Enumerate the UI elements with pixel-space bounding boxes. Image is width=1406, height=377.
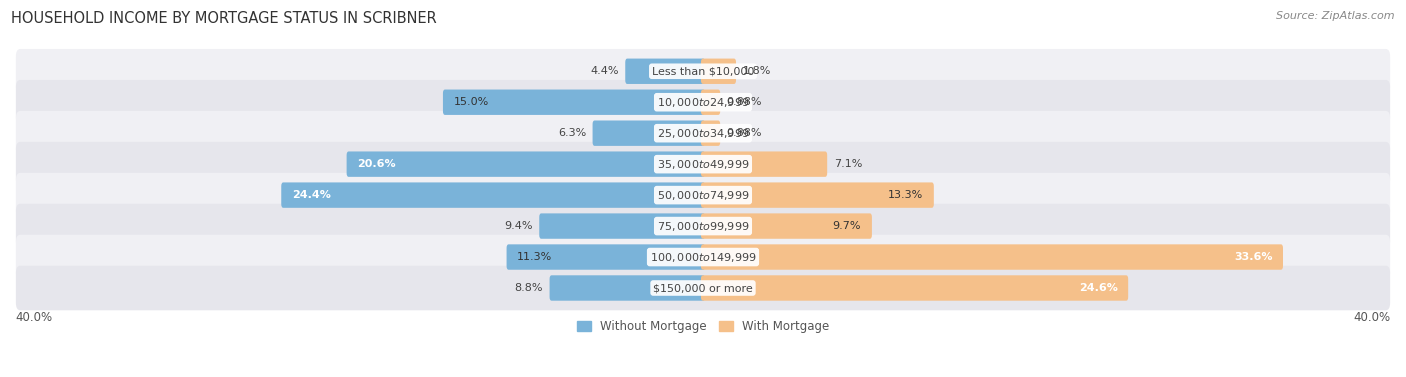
- Text: 40.0%: 40.0%: [1354, 311, 1391, 324]
- FancyBboxPatch shape: [626, 58, 704, 84]
- Legend: Without Mortgage, With Mortgage: Without Mortgage, With Mortgage: [572, 316, 834, 338]
- Text: 8.8%: 8.8%: [515, 283, 543, 293]
- FancyBboxPatch shape: [15, 142, 1391, 187]
- FancyBboxPatch shape: [443, 89, 704, 115]
- Text: 40.0%: 40.0%: [15, 311, 52, 324]
- Text: 24.6%: 24.6%: [1078, 283, 1118, 293]
- FancyBboxPatch shape: [702, 182, 934, 208]
- FancyBboxPatch shape: [702, 121, 720, 146]
- FancyBboxPatch shape: [15, 235, 1391, 279]
- Text: 20.6%: 20.6%: [357, 159, 396, 169]
- FancyBboxPatch shape: [15, 80, 1391, 124]
- Text: 0.88%: 0.88%: [727, 128, 762, 138]
- Text: 24.4%: 24.4%: [292, 190, 330, 200]
- FancyBboxPatch shape: [15, 111, 1391, 155]
- Text: $10,000 to $24,999: $10,000 to $24,999: [657, 96, 749, 109]
- Text: 0.88%: 0.88%: [727, 97, 762, 107]
- Text: 15.0%: 15.0%: [454, 97, 489, 107]
- Text: $150,000 or more: $150,000 or more: [654, 283, 752, 293]
- Text: 11.3%: 11.3%: [517, 252, 553, 262]
- Text: Source: ZipAtlas.com: Source: ZipAtlas.com: [1277, 11, 1395, 21]
- Text: $100,000 to $149,999: $100,000 to $149,999: [650, 251, 756, 264]
- Text: $35,000 to $49,999: $35,000 to $49,999: [657, 158, 749, 171]
- Text: $75,000 to $99,999: $75,000 to $99,999: [657, 219, 749, 233]
- Text: 9.7%: 9.7%: [832, 221, 862, 231]
- FancyBboxPatch shape: [702, 275, 1128, 301]
- FancyBboxPatch shape: [702, 89, 720, 115]
- Text: $50,000 to $74,999: $50,000 to $74,999: [657, 188, 749, 202]
- Text: HOUSEHOLD INCOME BY MORTGAGE STATUS IN SCRIBNER: HOUSEHOLD INCOME BY MORTGAGE STATUS IN S…: [11, 11, 437, 26]
- FancyBboxPatch shape: [15, 266, 1391, 310]
- Text: 1.8%: 1.8%: [742, 66, 770, 76]
- FancyBboxPatch shape: [702, 58, 735, 84]
- FancyBboxPatch shape: [592, 121, 704, 146]
- Text: 7.1%: 7.1%: [834, 159, 862, 169]
- Text: $25,000 to $34,999: $25,000 to $34,999: [657, 127, 749, 140]
- FancyBboxPatch shape: [702, 244, 1284, 270]
- FancyBboxPatch shape: [702, 152, 827, 177]
- FancyBboxPatch shape: [347, 152, 704, 177]
- Text: 9.4%: 9.4%: [505, 221, 533, 231]
- Text: 4.4%: 4.4%: [591, 66, 619, 76]
- FancyBboxPatch shape: [540, 213, 704, 239]
- FancyBboxPatch shape: [15, 204, 1391, 248]
- FancyBboxPatch shape: [702, 213, 872, 239]
- FancyBboxPatch shape: [506, 244, 704, 270]
- FancyBboxPatch shape: [15, 49, 1391, 93]
- Text: 33.6%: 33.6%: [1234, 252, 1272, 262]
- FancyBboxPatch shape: [550, 275, 704, 301]
- Text: 6.3%: 6.3%: [558, 128, 586, 138]
- Text: 13.3%: 13.3%: [889, 190, 924, 200]
- Text: Less than $10,000: Less than $10,000: [652, 66, 754, 76]
- FancyBboxPatch shape: [281, 182, 704, 208]
- FancyBboxPatch shape: [15, 173, 1391, 218]
